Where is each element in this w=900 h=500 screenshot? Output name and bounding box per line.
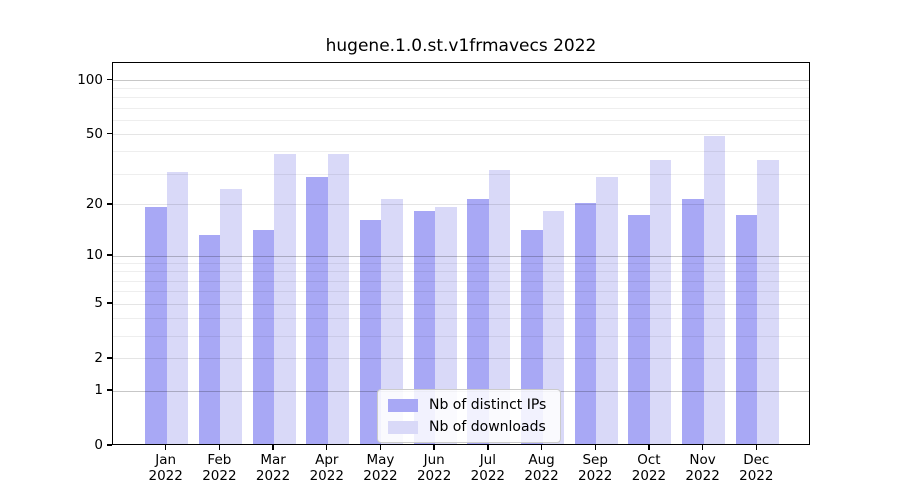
y-tick-mark-50: [107, 132, 112, 135]
x-tick-mark-oct: [648, 445, 650, 450]
bar-downloads-may: [381, 199, 403, 444]
y-tick-mark-0: [107, 444, 112, 446]
bar-downloads-sep: [596, 177, 618, 444]
bar-ips-jan: [145, 206, 167, 444]
y-tick-label-0: 0: [94, 437, 103, 453]
gridline-3: [113, 335, 809, 337]
gridline-30: [113, 173, 809, 175]
x-tick-label-feb: Feb 2022: [202, 452, 237, 484]
bar-downloads-feb: [220, 189, 242, 444]
bar-ips-sep: [574, 202, 597, 444]
x-tick-mark-apr: [326, 445, 328, 450]
y-tick-mark-10: [107, 254, 112, 256]
x-tick-mark-aug: [540, 445, 543, 450]
y-tick-label-2: 2: [94, 349, 103, 366]
bar-downloads-jan: [166, 172, 189, 444]
gridline-4: [113, 318, 809, 320]
legend: Nb of distinct IPs Nb of downloads: [377, 389, 562, 443]
x-tick-mark-jun: [433, 445, 435, 450]
x-tick-label-oct: Oct 2022: [631, 452, 667, 484]
legend-label-downloads: Nb of downloads: [429, 419, 546, 435]
gridline-70: [113, 107, 809, 109]
bar-ips-jul: [467, 199, 489, 444]
y-tick-mark-5: [107, 302, 112, 304]
legend-swatch-distinct-ips: [388, 398, 418, 412]
gridline-40: [113, 151, 809, 153]
bar-ips-jun: [413, 210, 436, 444]
x-tick-label-nov: Nov 2022: [685, 452, 720, 484]
gridline-100: [113, 80, 809, 81]
gridline-8: [113, 271, 809, 273]
gridline-50: [113, 134, 809, 136]
y-tick-mark-20: [107, 203, 112, 205]
y-tick-label-1: 1: [94, 382, 103, 399]
gridline-6: [113, 291, 809, 293]
chart-title: hugene.1.0.st.v1frmavecs 2022: [325, 36, 597, 56]
legend-label-distinct-ips: Nb of distinct IPs: [429, 397, 547, 413]
y-tick-label-20: 20: [85, 195, 103, 212]
x-tick-mark-feb: [218, 445, 221, 450]
bar-ips-nov: [682, 199, 704, 444]
bar-ips-apr: [306, 177, 328, 444]
gridline-80: [113, 97, 809, 99]
x-tick-mark-mar: [272, 445, 274, 450]
bar-ips-dec: [735, 215, 758, 444]
y-tick-mark-2: [107, 357, 112, 359]
x-tick-mark-jul: [487, 445, 489, 450]
gridline-9: [113, 263, 809, 265]
y-tick-mark-1: [107, 389, 112, 391]
y-tick-label-100: 100: [77, 71, 103, 88]
x-tick-label-may: May 2022: [363, 452, 398, 484]
gridline-7: [113, 280, 809, 282]
x-tick-label-jun: Jun 2022: [416, 452, 452, 484]
bar-downloads-mar: [274, 153, 296, 444]
x-tick-label-jul: Jul 2022: [470, 452, 506, 484]
y-tick-mark-100: [107, 78, 112, 81]
bar-ips-oct: [628, 215, 650, 444]
x-tick-label-dec: Dec 2022: [739, 452, 774, 484]
bar-downloads-apr: [327, 153, 350, 444]
x-tick-mark-jan: [164, 445, 167, 450]
gridline-90: [113, 88, 809, 90]
bar-downloads-oct: [649, 160, 672, 444]
gridline-10: [113, 255, 809, 257]
legend-entry-distinct-ips: Nb of distinct IPs: [388, 397, 550, 413]
x-tick-label-jan: Jan 2022: [148, 452, 183, 484]
y-tick-label-10: 10: [85, 247, 103, 264]
legend-entry-downloads: Nb of downloads: [388, 419, 550, 435]
y-tick-label-50: 50: [85, 125, 103, 142]
bar-downloads-aug: [542, 210, 564, 444]
bar-ips-mar: [252, 229, 275, 444]
x-tick-label-sep: Sep 2022: [578, 452, 613, 484]
x-tick-mark-sep: [594, 445, 596, 450]
x-tick-mark-nov: [701, 445, 704, 450]
plot-area: [112, 62, 810, 445]
gridline-5: [113, 303, 809, 305]
x-tick-mark-dec: [755, 445, 757, 450]
x-tick-mark-may: [379, 445, 382, 450]
x-tick-label-mar: Mar 2022: [255, 452, 291, 484]
legend-swatch-downloads: [388, 420, 418, 434]
y-tick-label-5: 5: [94, 295, 103, 312]
gridline-60: [113, 119, 809, 121]
gridline-2: [113, 358, 809, 360]
bar-ips-feb: [198, 235, 221, 444]
bar-downloads-jul: [488, 169, 511, 444]
bar-downloads-dec: [757, 160, 779, 444]
x-tick-label-aug: Aug 2022: [524, 452, 559, 484]
gridline-20: [113, 204, 809, 206]
bar-ips-may: [359, 219, 382, 444]
bar-downloads-nov: [703, 135, 726, 444]
x-tick-label-apr: Apr 2022: [309, 452, 344, 484]
bar-downloads-jun: [435, 206, 457, 444]
